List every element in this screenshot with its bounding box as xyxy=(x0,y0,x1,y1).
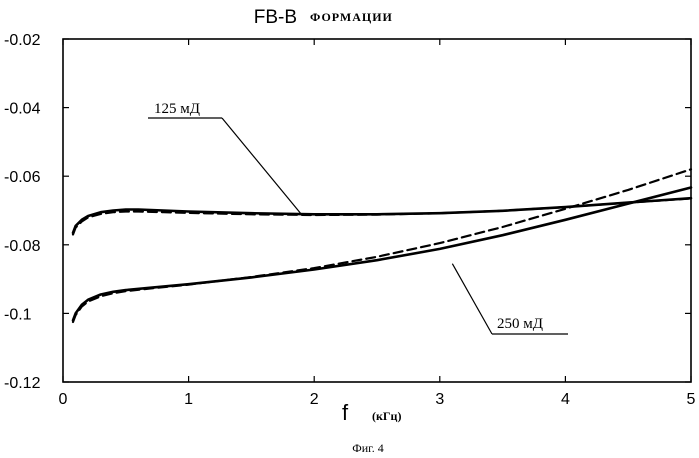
x-tick-label: 5 xyxy=(687,391,696,408)
x-axis: 0 1 2 3 4 5 xyxy=(59,39,696,408)
annotation-label: 125 мД xyxy=(154,101,200,117)
x-tick-label: 3 xyxy=(435,391,444,408)
x-axis-unit: (кГц) xyxy=(372,409,401,423)
figure-caption: Фиг. 4 xyxy=(352,441,383,455)
series-group xyxy=(73,169,691,322)
series-line-dashed-3 xyxy=(73,169,691,322)
annotation-label: 250 мД xyxy=(497,316,543,332)
annotation-leader xyxy=(222,118,302,215)
y-tick-label: -0.04 xyxy=(4,101,41,118)
x-tick-label: 0 xyxy=(59,391,68,408)
annotations: 125 мД 250 мД xyxy=(148,101,568,334)
chart-title: FB-B xyxy=(254,7,297,28)
x-tick-label: 2 xyxy=(310,391,319,408)
chart-subtitle: ФОРМАЦИИ xyxy=(310,10,393,24)
x-tick-label: 1 xyxy=(184,391,193,408)
series-line-solid-0 xyxy=(73,198,691,233)
x-axis-label: f xyxy=(342,400,349,425)
y-tick-label: -0.08 xyxy=(4,238,41,255)
y-tick-label: -0.12 xyxy=(4,375,41,392)
y-tick-label: -0.1 xyxy=(4,306,32,323)
series-line-dashed-1 xyxy=(73,199,691,235)
y-tick-label: -0.06 xyxy=(4,169,41,186)
y-tick-label: -0.02 xyxy=(4,32,41,49)
series-line-solid-2 xyxy=(73,188,691,321)
x-tick-label: 4 xyxy=(561,391,570,408)
annotation-leader xyxy=(452,264,492,334)
